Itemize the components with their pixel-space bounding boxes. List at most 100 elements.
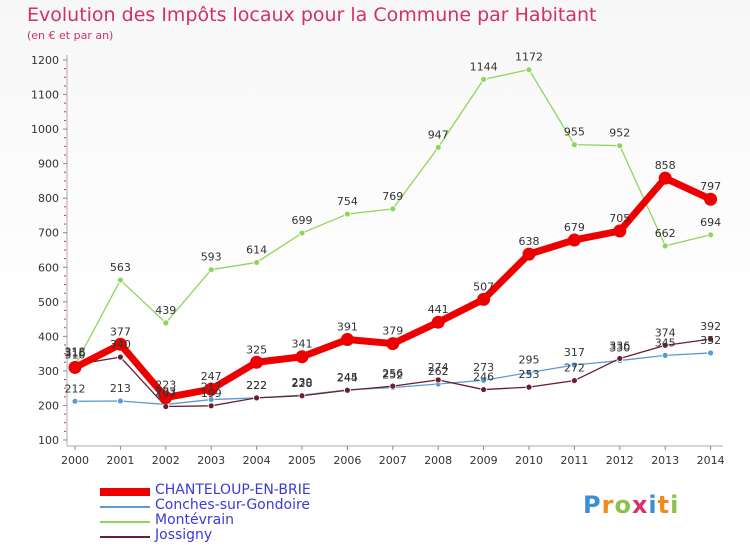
series-3-label: 336 — [609, 339, 630, 352]
y-tick-label: 1000 — [31, 123, 59, 136]
series-2-point — [298, 229, 306, 237]
series-0-point — [613, 224, 627, 238]
series-3-point — [207, 402, 215, 410]
legend-swatch-3 — [100, 536, 150, 538]
series-2-label: 614 — [246, 243, 267, 256]
logo-letter: o — [614, 491, 632, 519]
series-2-point — [571, 141, 578, 149]
series-0-label: 223 — [155, 379, 176, 392]
legend-item-2: Montévrain — [100, 512, 400, 529]
series-1-label: 245 — [337, 371, 358, 384]
series-2-label: 947 — [428, 128, 449, 141]
series-3-label: 340 — [110, 338, 131, 351]
series-1-point — [525, 369, 533, 377]
series-3-point — [253, 394, 261, 402]
series-0-point — [431, 315, 445, 329]
legend-label-1: Conches-sur-Gondoire — [155, 497, 311, 513]
x-tick-label: 2002 — [152, 454, 180, 467]
series-0-label: 507 — [473, 280, 494, 293]
x-tick-label: 2013 — [651, 454, 679, 467]
series-2-label: 439 — [155, 304, 176, 317]
legend: CHANTELOUP-EN-BRIE Conches-sur-Gondoire … — [100, 482, 400, 544]
series-2-point — [707, 231, 714, 239]
series-lines — [68, 66, 718, 410]
series-2-point — [207, 266, 215, 274]
series-0-point — [386, 337, 400, 351]
logo-letter: P — [583, 491, 602, 519]
logo-letter: t — [657, 491, 671, 519]
chart-title: Evolution des Impôts locaux pour la Comm… — [27, 4, 597, 26]
x-tick-label: 2004 — [243, 454, 271, 467]
series-1-label: 213 — [110, 382, 131, 395]
series-3-label: 318 — [65, 346, 86, 359]
series-0-label: 638 — [519, 235, 540, 248]
series-0-label: 705 — [609, 212, 630, 225]
series-0-label: 441 — [428, 303, 449, 316]
series-1-label: 252 — [382, 368, 403, 381]
series-0-label: 310 — [65, 348, 86, 361]
chart-axes: 100 200 300 400 500 600 700 800 900 1000 1100 1200 2… — [31, 54, 725, 467]
y-tick-label: 600 — [38, 261, 59, 274]
series-0-point — [658, 171, 672, 185]
series-2-point — [525, 66, 533, 74]
y-tick-label: 900 — [38, 158, 59, 171]
proxiti-logo: Proxiti — [583, 491, 679, 519]
series-3-point — [707, 335, 714, 343]
series-1-point — [71, 397, 79, 405]
series-2-label: 1144 — [470, 60, 498, 73]
series-1-label: 330 — [609, 342, 630, 355]
series-0-point — [522, 247, 536, 261]
series-3-label: 392 — [700, 320, 721, 333]
series-1-point — [707, 349, 714, 357]
series-2-point — [389, 205, 397, 213]
series-0-label: 858 — [655, 159, 676, 172]
series-2-label: 694 — [700, 216, 721, 229]
logo-letter: i — [670, 491, 680, 519]
series-2-point — [480, 75, 488, 83]
series-3-point — [162, 403, 170, 410]
logo-letter: x — [631, 491, 649, 519]
y-tick-label: 1100 — [31, 89, 59, 102]
y-tick-label: 200 — [38, 399, 59, 412]
series-1-label: 352 — [700, 334, 721, 347]
series-2-point — [343, 210, 351, 218]
x-tick-label: 2001 — [106, 454, 134, 467]
series-2-point — [117, 276, 124, 284]
series-3-label: 272 — [564, 362, 585, 375]
series-2-label: 662 — [655, 227, 676, 240]
legend-label-0: CHANTELOUP-EN-BRIE — [155, 482, 311, 498]
series-1-point — [480, 376, 488, 384]
legend-swatch-2 — [100, 521, 150, 523]
series-3-point — [525, 383, 533, 391]
logo-letter: i — [648, 491, 658, 519]
series-3-label: 228 — [292, 377, 313, 390]
legend-item-0: CHANTELOUP-EN-BRIE — [100, 482, 400, 499]
series-2-point — [616, 142, 624, 150]
series-3-point — [389, 382, 397, 390]
series-0-label: 679 — [564, 221, 585, 234]
chart-subtitle: (en € et par an) — [27, 29, 114, 42]
legend-swatch-1 — [100, 506, 150, 508]
series-0-label: 377 — [110, 325, 131, 338]
series-3-label: 246 — [473, 371, 494, 384]
series-3-point — [117, 353, 124, 361]
series-0-label: 391 — [337, 320, 358, 333]
series-3-label: 374 — [655, 326, 676, 339]
series-2-label: 563 — [110, 261, 131, 274]
series-1-label: 273 — [473, 361, 494, 374]
series-2-point — [661, 242, 669, 250]
series-0-label: 325 — [246, 343, 267, 356]
series-3-label: 197 — [155, 387, 176, 400]
x-tick-label: 2014 — [697, 454, 725, 467]
logo-letter: r — [601, 491, 615, 519]
y-tick-label: 100 — [38, 434, 59, 447]
x-tick-label: 2000 — [61, 454, 89, 467]
series-2-label: 316 — [65, 346, 86, 359]
series-1-label: 230 — [292, 376, 313, 389]
series-0-label: 247 — [201, 370, 222, 383]
y-tick-label: 400 — [38, 330, 59, 343]
legend-label-2: Montévrain — [155, 512, 235, 528]
y-tick-label: 500 — [38, 296, 59, 309]
